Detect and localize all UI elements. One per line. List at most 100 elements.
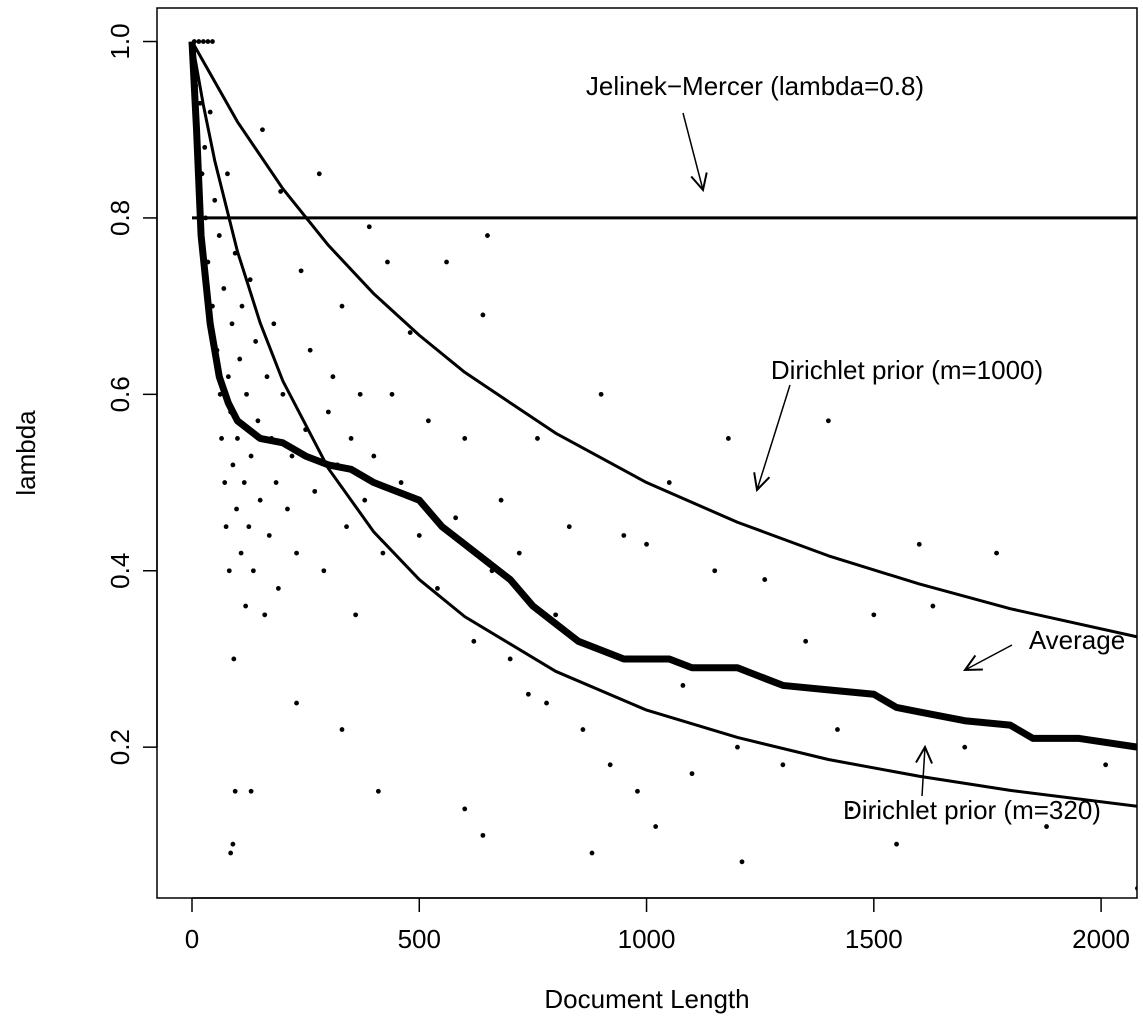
scatter-point xyxy=(223,524,229,530)
scatter-point xyxy=(485,233,490,238)
line-series xyxy=(190,41,1137,808)
scatter-point xyxy=(435,585,440,591)
scatter-point xyxy=(243,603,249,609)
scatter-point xyxy=(607,762,613,768)
scatter-point xyxy=(237,356,243,362)
scatter-point xyxy=(221,286,227,291)
scatter-point xyxy=(294,550,299,556)
scatter-point xyxy=(298,268,304,274)
scatter-point xyxy=(735,744,740,750)
scatter-point xyxy=(321,568,327,574)
scatter-point xyxy=(803,638,809,644)
scatter-point xyxy=(994,550,999,556)
scatter-point xyxy=(362,497,368,503)
scatter-point xyxy=(444,259,449,265)
annotation-arrow xyxy=(965,644,1013,670)
x-tick-label: 2000 xyxy=(1072,924,1130,954)
scatter-point xyxy=(535,436,540,441)
scatter-point xyxy=(544,700,549,706)
scatter-point xyxy=(266,533,272,538)
scatter-point xyxy=(516,550,522,556)
scatter-point xyxy=(229,321,235,327)
scatter-point xyxy=(232,788,238,794)
x-axis-label: Document Length xyxy=(544,984,749,1014)
scatter-point xyxy=(285,506,290,512)
scatter-point xyxy=(462,806,468,812)
scatter-point xyxy=(294,700,299,706)
scatter-point xyxy=(264,374,270,380)
scatter-point xyxy=(357,391,363,397)
x-tick-label: 500 xyxy=(398,924,441,954)
line-series xyxy=(190,40,1137,639)
scatter-point xyxy=(248,453,254,459)
scatter-point xyxy=(234,506,239,512)
scatter-point xyxy=(246,524,252,530)
scatter-point xyxy=(225,171,230,177)
scatter-point xyxy=(580,727,586,732)
scatter-point xyxy=(230,841,236,847)
scatter-point xyxy=(389,391,395,397)
scatter-point xyxy=(247,277,253,283)
scatter-point xyxy=(453,515,459,521)
scatter-point xyxy=(962,744,968,750)
scatter-point xyxy=(712,568,718,574)
scatter-point xyxy=(307,347,313,353)
scatter-point xyxy=(480,312,486,318)
scatter-point xyxy=(289,453,295,459)
scatter-point xyxy=(666,480,672,485)
x-tick-label: 0 xyxy=(185,924,199,954)
scatter-point xyxy=(507,656,513,662)
scatter-point xyxy=(216,233,222,238)
scatter-point xyxy=(407,330,413,335)
scatter-point xyxy=(462,436,468,441)
scatter-point xyxy=(930,603,936,609)
scatter-point xyxy=(275,585,281,591)
scatter-point xyxy=(871,612,877,618)
scatter-point xyxy=(366,224,372,230)
scatter-point xyxy=(262,612,268,618)
scatter-point xyxy=(835,727,840,732)
scatter-point xyxy=(228,850,234,856)
scatter-point xyxy=(848,806,854,812)
scatter-point xyxy=(196,39,202,44)
scatter-point xyxy=(894,841,899,847)
scatter-point xyxy=(248,788,254,794)
scatter-point xyxy=(200,39,206,44)
annotation: Average xyxy=(1029,625,1125,655)
scatter-point xyxy=(1135,885,1137,891)
scatter-point xyxy=(621,533,627,538)
scatter-point xyxy=(205,39,211,44)
annotation-arrow xyxy=(922,747,925,797)
scatter-point xyxy=(273,480,279,485)
annotation-arrow xyxy=(682,112,703,190)
scatter-point xyxy=(348,436,354,441)
y-axis-label: lambda xyxy=(11,410,41,496)
scatter-point xyxy=(525,691,531,697)
y-tick-label: 0.4 xyxy=(105,553,135,589)
scatter-point xyxy=(230,462,236,468)
scatter-point xyxy=(762,577,768,582)
scatter-point xyxy=(644,541,649,547)
annotation: Dirichlet prior (m=320) xyxy=(843,795,1101,825)
scatter-point xyxy=(238,550,244,556)
scatter-point xyxy=(226,568,232,574)
scatter-point xyxy=(257,497,263,503)
scatter-point xyxy=(739,859,745,865)
scatter-point xyxy=(222,480,228,485)
scatter-point xyxy=(219,436,224,441)
scatter-point xyxy=(344,524,349,530)
scatter-point xyxy=(425,418,431,424)
scatter-point xyxy=(353,612,359,618)
scatter-point xyxy=(202,144,208,150)
line-series xyxy=(188,41,1137,751)
scatter-point xyxy=(653,824,659,829)
scatter-point xyxy=(385,259,390,265)
y-tick-label: 1.0 xyxy=(105,23,135,59)
annotation: Jelinek−Mercer (lambda=0.8) xyxy=(586,71,924,101)
scatter-point xyxy=(312,488,318,494)
scatter-point xyxy=(330,374,336,380)
y-tick-label: 0.6 xyxy=(105,376,135,412)
scatter-point xyxy=(635,788,640,794)
scatter-point xyxy=(316,171,322,177)
